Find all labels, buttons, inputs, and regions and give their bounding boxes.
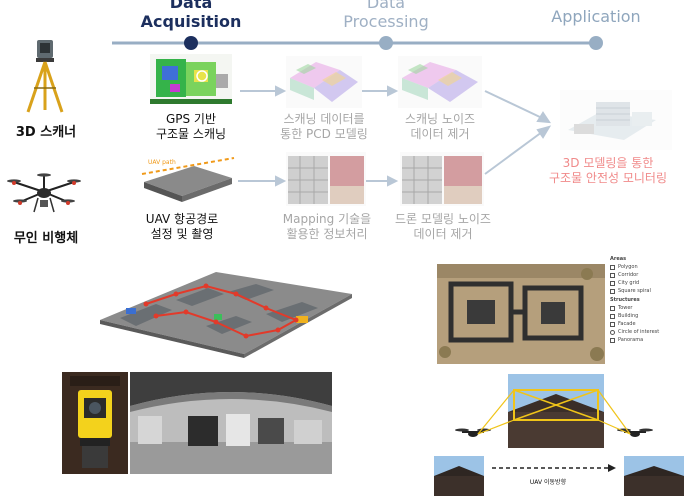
flow-arrows bbox=[238, 85, 552, 187]
timeline-node-processing bbox=[379, 36, 393, 50]
panorama-photo bbox=[130, 372, 332, 474]
tripod-scanner-icon bbox=[26, 40, 64, 113]
mission-legend: Areas Polygon Corridor City grid Square … bbox=[610, 254, 690, 366]
step-scan-noise: 스캐닝 노이즈 데이터 제거 bbox=[404, 112, 476, 141]
legend-item: Circle of interest bbox=[618, 329, 660, 335]
uav-path-thumbnail: UAV path bbox=[138, 152, 238, 204]
mapping-thumbnail bbox=[286, 152, 366, 206]
application-thumbnail bbox=[560, 90, 672, 150]
timeline-node-acquisition bbox=[184, 36, 198, 50]
device-scanner-label: 3D 스캐너 bbox=[15, 125, 77, 140]
total-station-photo bbox=[62, 372, 128, 474]
corridor-icon bbox=[610, 272, 615, 278]
tower-icon bbox=[610, 305, 615, 311]
step-drone-noise: 드론 모델링 노이즈 데이터 제거 bbox=[395, 212, 491, 241]
polygon-icon bbox=[610, 264, 615, 270]
timeline-node-application bbox=[589, 36, 603, 50]
legend-item: Building bbox=[618, 313, 639, 319]
uav-capture-diagram bbox=[434, 374, 684, 496]
legend-item: Panorama bbox=[618, 337, 644, 343]
step-pcd-model: 스캐닝 데이터를 통한 PCD 모델링 bbox=[280, 112, 368, 141]
legend-item: Facade bbox=[618, 321, 636, 327]
gps-scan-thumbnail bbox=[150, 54, 232, 104]
legend-item: Corridor bbox=[618, 272, 639, 278]
uav-path-tag: UAV path bbox=[148, 159, 176, 166]
legend-item: Square spiral bbox=[618, 288, 651, 294]
stage-processing: Data Processing bbox=[343, 0, 429, 31]
building-icon bbox=[610, 313, 615, 319]
step-uav-path: UAV 항공경로 설정 및 촬영 bbox=[145, 212, 219, 241]
drone-right-icon bbox=[617, 428, 653, 437]
facade-icon bbox=[610, 321, 615, 327]
device-drone-label: 무인 비행체 bbox=[13, 231, 79, 246]
drone-left-icon bbox=[455, 428, 491, 437]
legend-areas-title: Areas bbox=[610, 256, 627, 262]
legend-structures-title: Structures bbox=[610, 297, 640, 303]
floor-plan-model bbox=[100, 272, 352, 358]
legend-item: Tower bbox=[618, 305, 633, 311]
uav-direction-label: UAV 이동방향 bbox=[529, 479, 567, 486]
circle-of-interest-icon bbox=[610, 329, 615, 335]
city-grid-icon bbox=[610, 280, 615, 286]
step-monitoring: 3D 모델링을 통한 구조물 안전성 모니터링 bbox=[548, 156, 668, 185]
panorama-icon bbox=[610, 337, 615, 343]
scan-noise-thumbnail bbox=[398, 56, 482, 108]
drone-noise-thumbnail bbox=[400, 152, 484, 206]
step-gps-scan: GPS 기반 구조물 스캐닝 bbox=[155, 112, 227, 141]
stage-application: Application bbox=[551, 7, 641, 26]
pcd-model-thumbnail bbox=[286, 56, 362, 108]
legend-item: City grid bbox=[618, 280, 640, 286]
drone-icon bbox=[7, 173, 81, 213]
legend-item: Polygon bbox=[618, 264, 638, 270]
step-mapping: Mapping 기술을 활용한 정보처리 bbox=[282, 212, 372, 241]
aerial-photo bbox=[437, 264, 605, 364]
square-spiral-icon bbox=[610, 288, 615, 294]
stage-acquisition: Data Acquisition bbox=[140, 0, 242, 31]
